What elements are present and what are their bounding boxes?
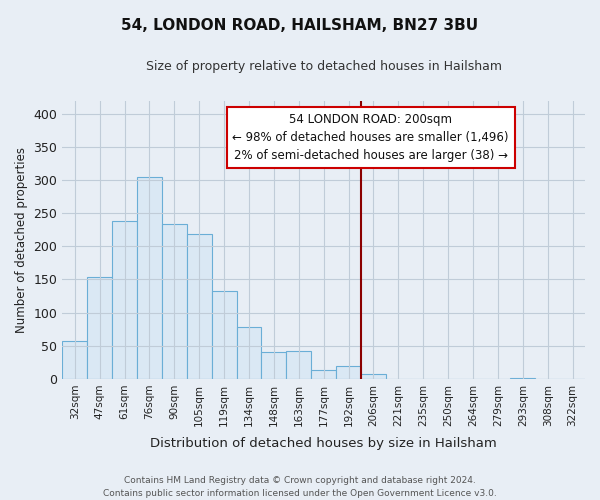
Text: 54 LONDON ROAD: 200sqm
← 98% of detached houses are smaller (1,496)
2% of semi-d: 54 LONDON ROAD: 200sqm ← 98% of detached… xyxy=(232,113,509,162)
Bar xyxy=(286,351,311,379)
Bar xyxy=(137,177,162,379)
Bar xyxy=(87,277,112,379)
Bar xyxy=(336,366,361,379)
Bar xyxy=(112,221,137,379)
Bar xyxy=(187,234,212,379)
Bar xyxy=(361,374,386,379)
Bar xyxy=(311,370,336,379)
Bar xyxy=(62,341,87,379)
Bar xyxy=(511,378,535,379)
Bar xyxy=(212,291,236,379)
Bar xyxy=(162,224,187,379)
Text: 54, LONDON ROAD, HAILSHAM, BN27 3BU: 54, LONDON ROAD, HAILSHAM, BN27 3BU xyxy=(121,18,479,32)
Bar xyxy=(236,327,262,379)
Title: Size of property relative to detached houses in Hailsham: Size of property relative to detached ho… xyxy=(146,60,502,73)
X-axis label: Distribution of detached houses by size in Hailsham: Distribution of detached houses by size … xyxy=(150,437,497,450)
Bar xyxy=(262,352,286,379)
Y-axis label: Number of detached properties: Number of detached properties xyxy=(15,146,28,332)
Text: Contains HM Land Registry data © Crown copyright and database right 2024.
Contai: Contains HM Land Registry data © Crown c… xyxy=(103,476,497,498)
